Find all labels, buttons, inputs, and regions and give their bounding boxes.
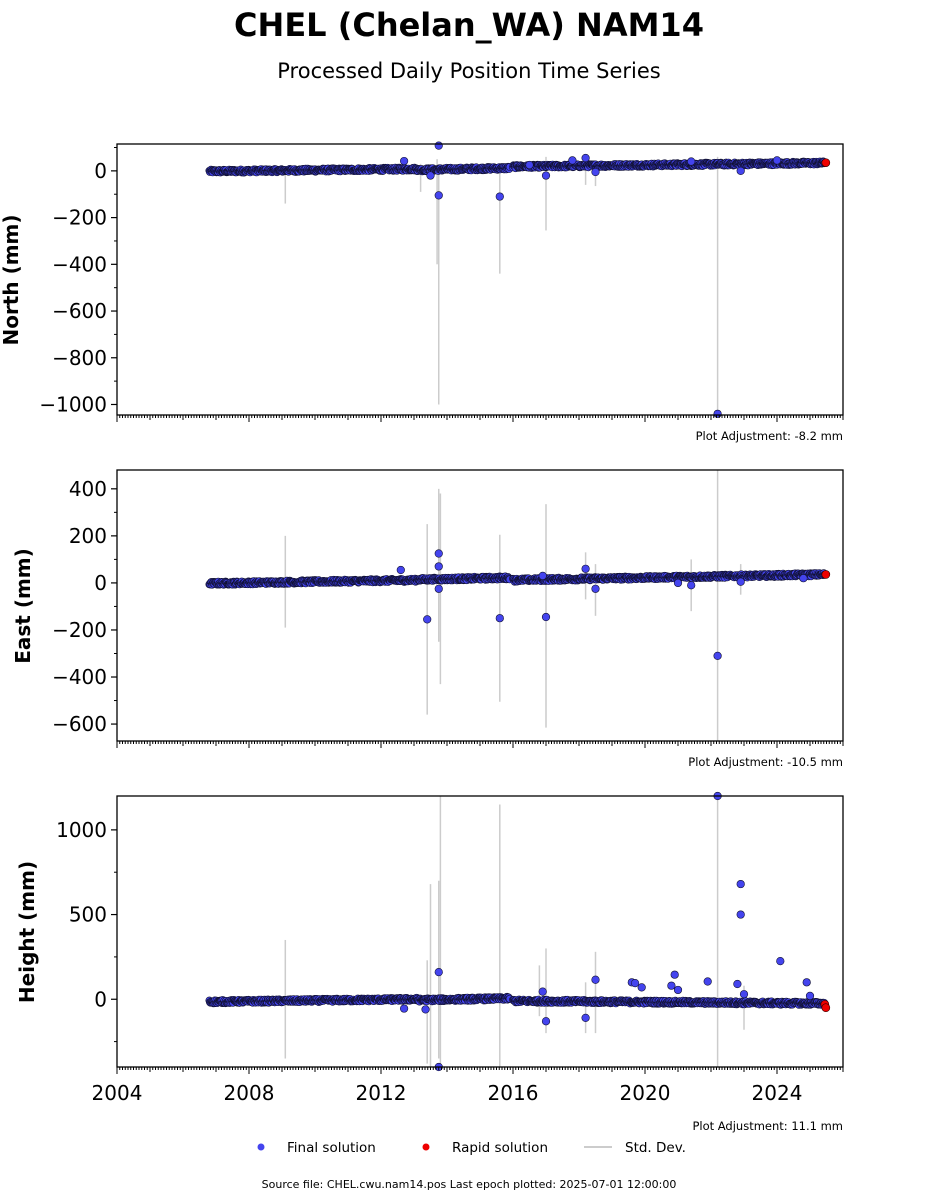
final-outlier: [805, 991, 815, 1000]
north-adjustment: Plot Adjustment: -8.2 mm: [696, 429, 843, 443]
x-tick-label: 2004: [92, 1081, 143, 1105]
final-outlier: [670, 970, 679, 979]
final-outlier: [581, 1013, 590, 1022]
final-outlier: [736, 577, 745, 586]
final-outlier: [495, 192, 504, 201]
y-tick-label: −400: [52, 252, 107, 276]
final-outlier: [434, 191, 443, 200]
legend-rapid-label: Rapid solution: [452, 1140, 548, 1156]
final-outlier: [630, 979, 640, 988]
height-ylabel: Height (mm): [15, 861, 39, 1003]
y-tick-label: 1000: [56, 818, 107, 842]
final-points: [205, 992, 829, 1009]
final-outlier: [541, 1017, 551, 1026]
y-tick-label: −1000: [39, 392, 107, 416]
final-outlier: [495, 614, 504, 623]
y-tick-label: −600: [52, 299, 107, 323]
final-outlier: [400, 1004, 409, 1013]
final-outlier: [687, 157, 696, 166]
final-outlier: [703, 977, 712, 986]
y-tick-label: 200: [69, 524, 107, 548]
final-outlier: [687, 581, 696, 590]
final-outlier: [541, 612, 551, 622]
height-adjustment: Plot Adjustment: 11.1 mm: [692, 1119, 843, 1133]
final-outlier: [591, 975, 600, 984]
plot-frame: [116, 795, 844, 1068]
legend: Final solution Rapid solution Std. Dev.: [257, 1140, 686, 1156]
final-outlier: [591, 167, 600, 177]
figure-title: CHEL (Chelan_WA) NAM14: [234, 6, 704, 44]
north-panel: 0 −200 −400 −600 −800 −1000: [39, 141, 844, 422]
final-outlier: [434, 562, 443, 571]
final-outlier: [713, 651, 722, 660]
final-outlier: [736, 879, 745, 889]
final-outlier: [434, 549, 443, 558]
final-outlier: [568, 156, 577, 165]
x-tick-label: 2016: [488, 1081, 539, 1105]
final-outlier: [736, 910, 745, 919]
legend-final-marker: [257, 1143, 265, 1151]
x-tick-label: 2012: [356, 1081, 407, 1105]
final-outlier: [667, 981, 676, 990]
final-outlier: [538, 571, 547, 580]
plot-frame: [116, 469, 844, 742]
source-footer: Source file: CHEL.cwu.nam14.pos Last epo…: [262, 1178, 677, 1191]
y-tick-label: 400: [69, 477, 107, 501]
final-outlier: [400, 156, 409, 166]
final-outlier: [802, 978, 811, 987]
final-outlier: [736, 166, 745, 175]
y-tick-label: −200: [52, 206, 107, 230]
final-outlier: [538, 987, 547, 996]
final-outlier: [541, 171, 551, 180]
final-points: [205, 157, 829, 177]
final-outlier: [673, 578, 683, 588]
figure-subtitle: Processed Daily Position Time Series: [277, 59, 661, 83]
legend-final-label: Final solution: [287, 1140, 376, 1156]
final-outlier: [739, 990, 749, 999]
y-tick-label: 0: [94, 159, 107, 183]
final-outlier: [637, 983, 646, 992]
final-outlier: [581, 153, 590, 163]
final-outlier: [733, 979, 742, 989]
final-points: [205, 569, 829, 589]
final-outlier: [421, 1005, 430, 1014]
final-outlier: [525, 160, 534, 170]
y-tick-label: 0: [94, 571, 107, 595]
final-outlier: [423, 615, 432, 624]
final-outlier: [776, 957, 785, 966]
east-adjustment: Plot Adjustment: -10.5 mm: [688, 755, 843, 769]
y-tick-label: −200: [52, 618, 107, 642]
east-ylabel: East (mm): [11, 548, 35, 664]
y-tick-label: −800: [52, 346, 107, 370]
y-tick-label: 500: [69, 903, 107, 927]
final-outlier: [673, 985, 683, 995]
rapid-point: [821, 1003, 831, 1013]
x-tick-label: 2024: [752, 1081, 803, 1105]
final-outlier: [434, 968, 443, 977]
final-outlier: [799, 574, 808, 583]
y-tick-label: −600: [52, 712, 107, 736]
legend-rapid-marker: [422, 1143, 430, 1151]
north-ylabel: North (mm): [0, 214, 23, 345]
final-outlier: [772, 156, 782, 165]
rapid-point: [821, 570, 831, 579]
final-outlier: [591, 584, 600, 593]
final-outlier: [426, 171, 435, 180]
x-tick-label: 2020: [620, 1081, 671, 1105]
final-outlier: [434, 141, 443, 150]
x-tick-label: 2008: [224, 1081, 275, 1105]
legend-stddev-label: Std. Dev.: [625, 1140, 686, 1156]
y-tick-label: −400: [52, 665, 107, 689]
rapid-point: [821, 158, 831, 167]
east-panel: 400 200 0 −200 −400 −600: [52, 469, 844, 748]
final-outlier: [434, 584, 443, 593]
y-tick-label: 0: [94, 987, 107, 1011]
plot-frame: [116, 143, 844, 416]
final-outlier: [713, 409, 722, 418]
final-outlier: [396, 565, 405, 575]
height-panel: 2004 2008 2012 2016 2020 2024 1000 500 0: [56, 791, 844, 1105]
final-outlier: [581, 564, 590, 573]
